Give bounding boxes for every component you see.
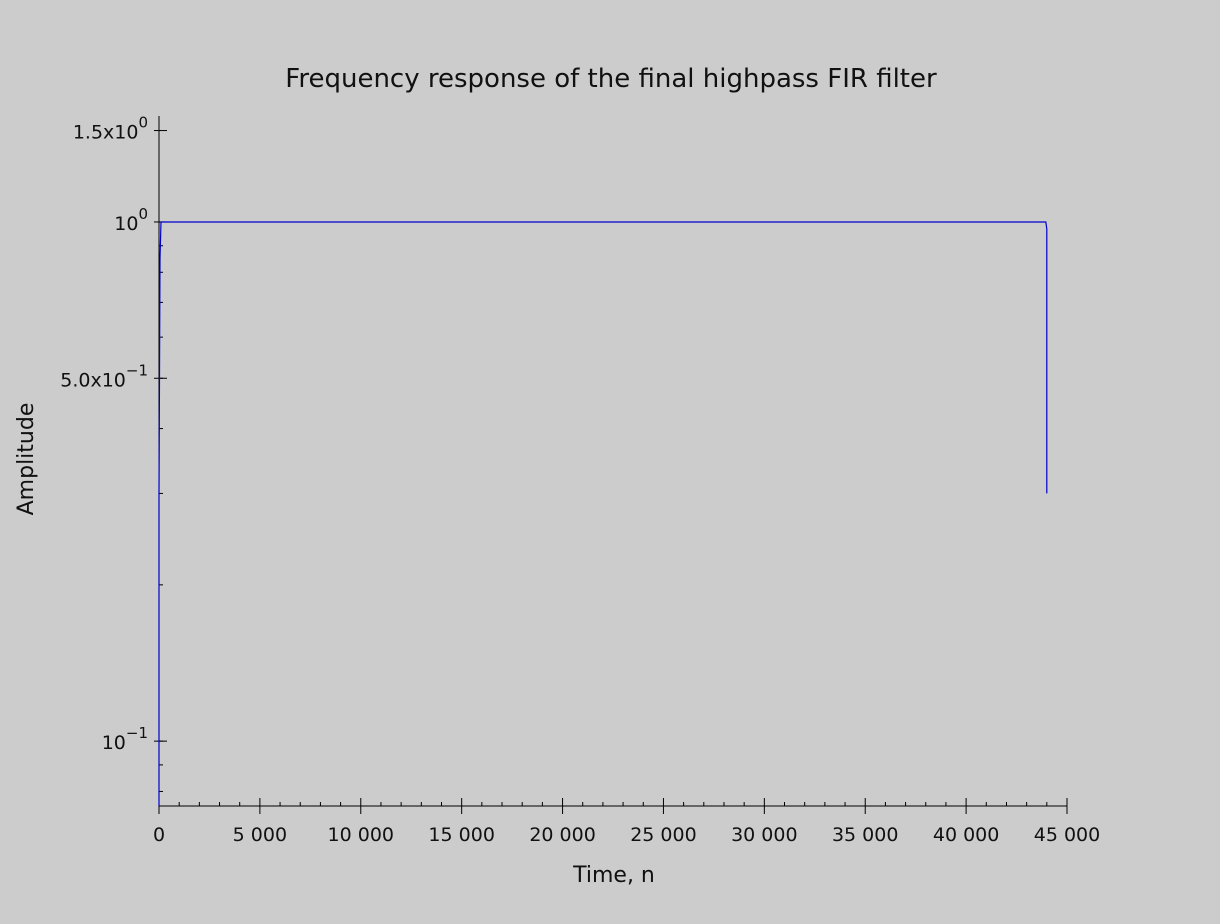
x-tick-label: 35 000 <box>832 824 898 846</box>
x-tick-label: 25 000 <box>630 824 696 846</box>
series-line-0 <box>158 221 1048 806</box>
plot-area <box>158 221 1048 806</box>
y-axis: 1.5x100 100 5.0x10−1 10−1 <box>60 114 167 806</box>
x-tick-label: 10 000 <box>328 824 394 846</box>
x-tick-label: 0 <box>153 824 165 846</box>
y-tick-label: 5.0x10−1 <box>60 361 148 391</box>
chart-title: Frequency response of the final highpass… <box>285 64 937 94</box>
y-axis-label: Amplitude <box>14 403 39 516</box>
x-tick-label: 40 000 <box>933 824 999 846</box>
x-tick-label: 45 000 <box>1034 824 1100 846</box>
x-axis-label: Time, n <box>572 863 655 888</box>
x-tick-label: 15 000 <box>428 824 494 846</box>
x-axis: 0 5 000 10 000 15 000 20 000 25 000 30 000 35 0… <box>153 798 1100 846</box>
x-tick-label: 20 000 <box>529 824 595 846</box>
y-tick-label: 10−1 <box>102 724 148 754</box>
y-tick-label: 1.5x100 <box>73 114 148 144</box>
x-tick-label: 30 000 <box>731 824 797 846</box>
y-tick-label: 100 <box>114 205 148 235</box>
x-tick-label: 5 000 <box>233 824 287 846</box>
